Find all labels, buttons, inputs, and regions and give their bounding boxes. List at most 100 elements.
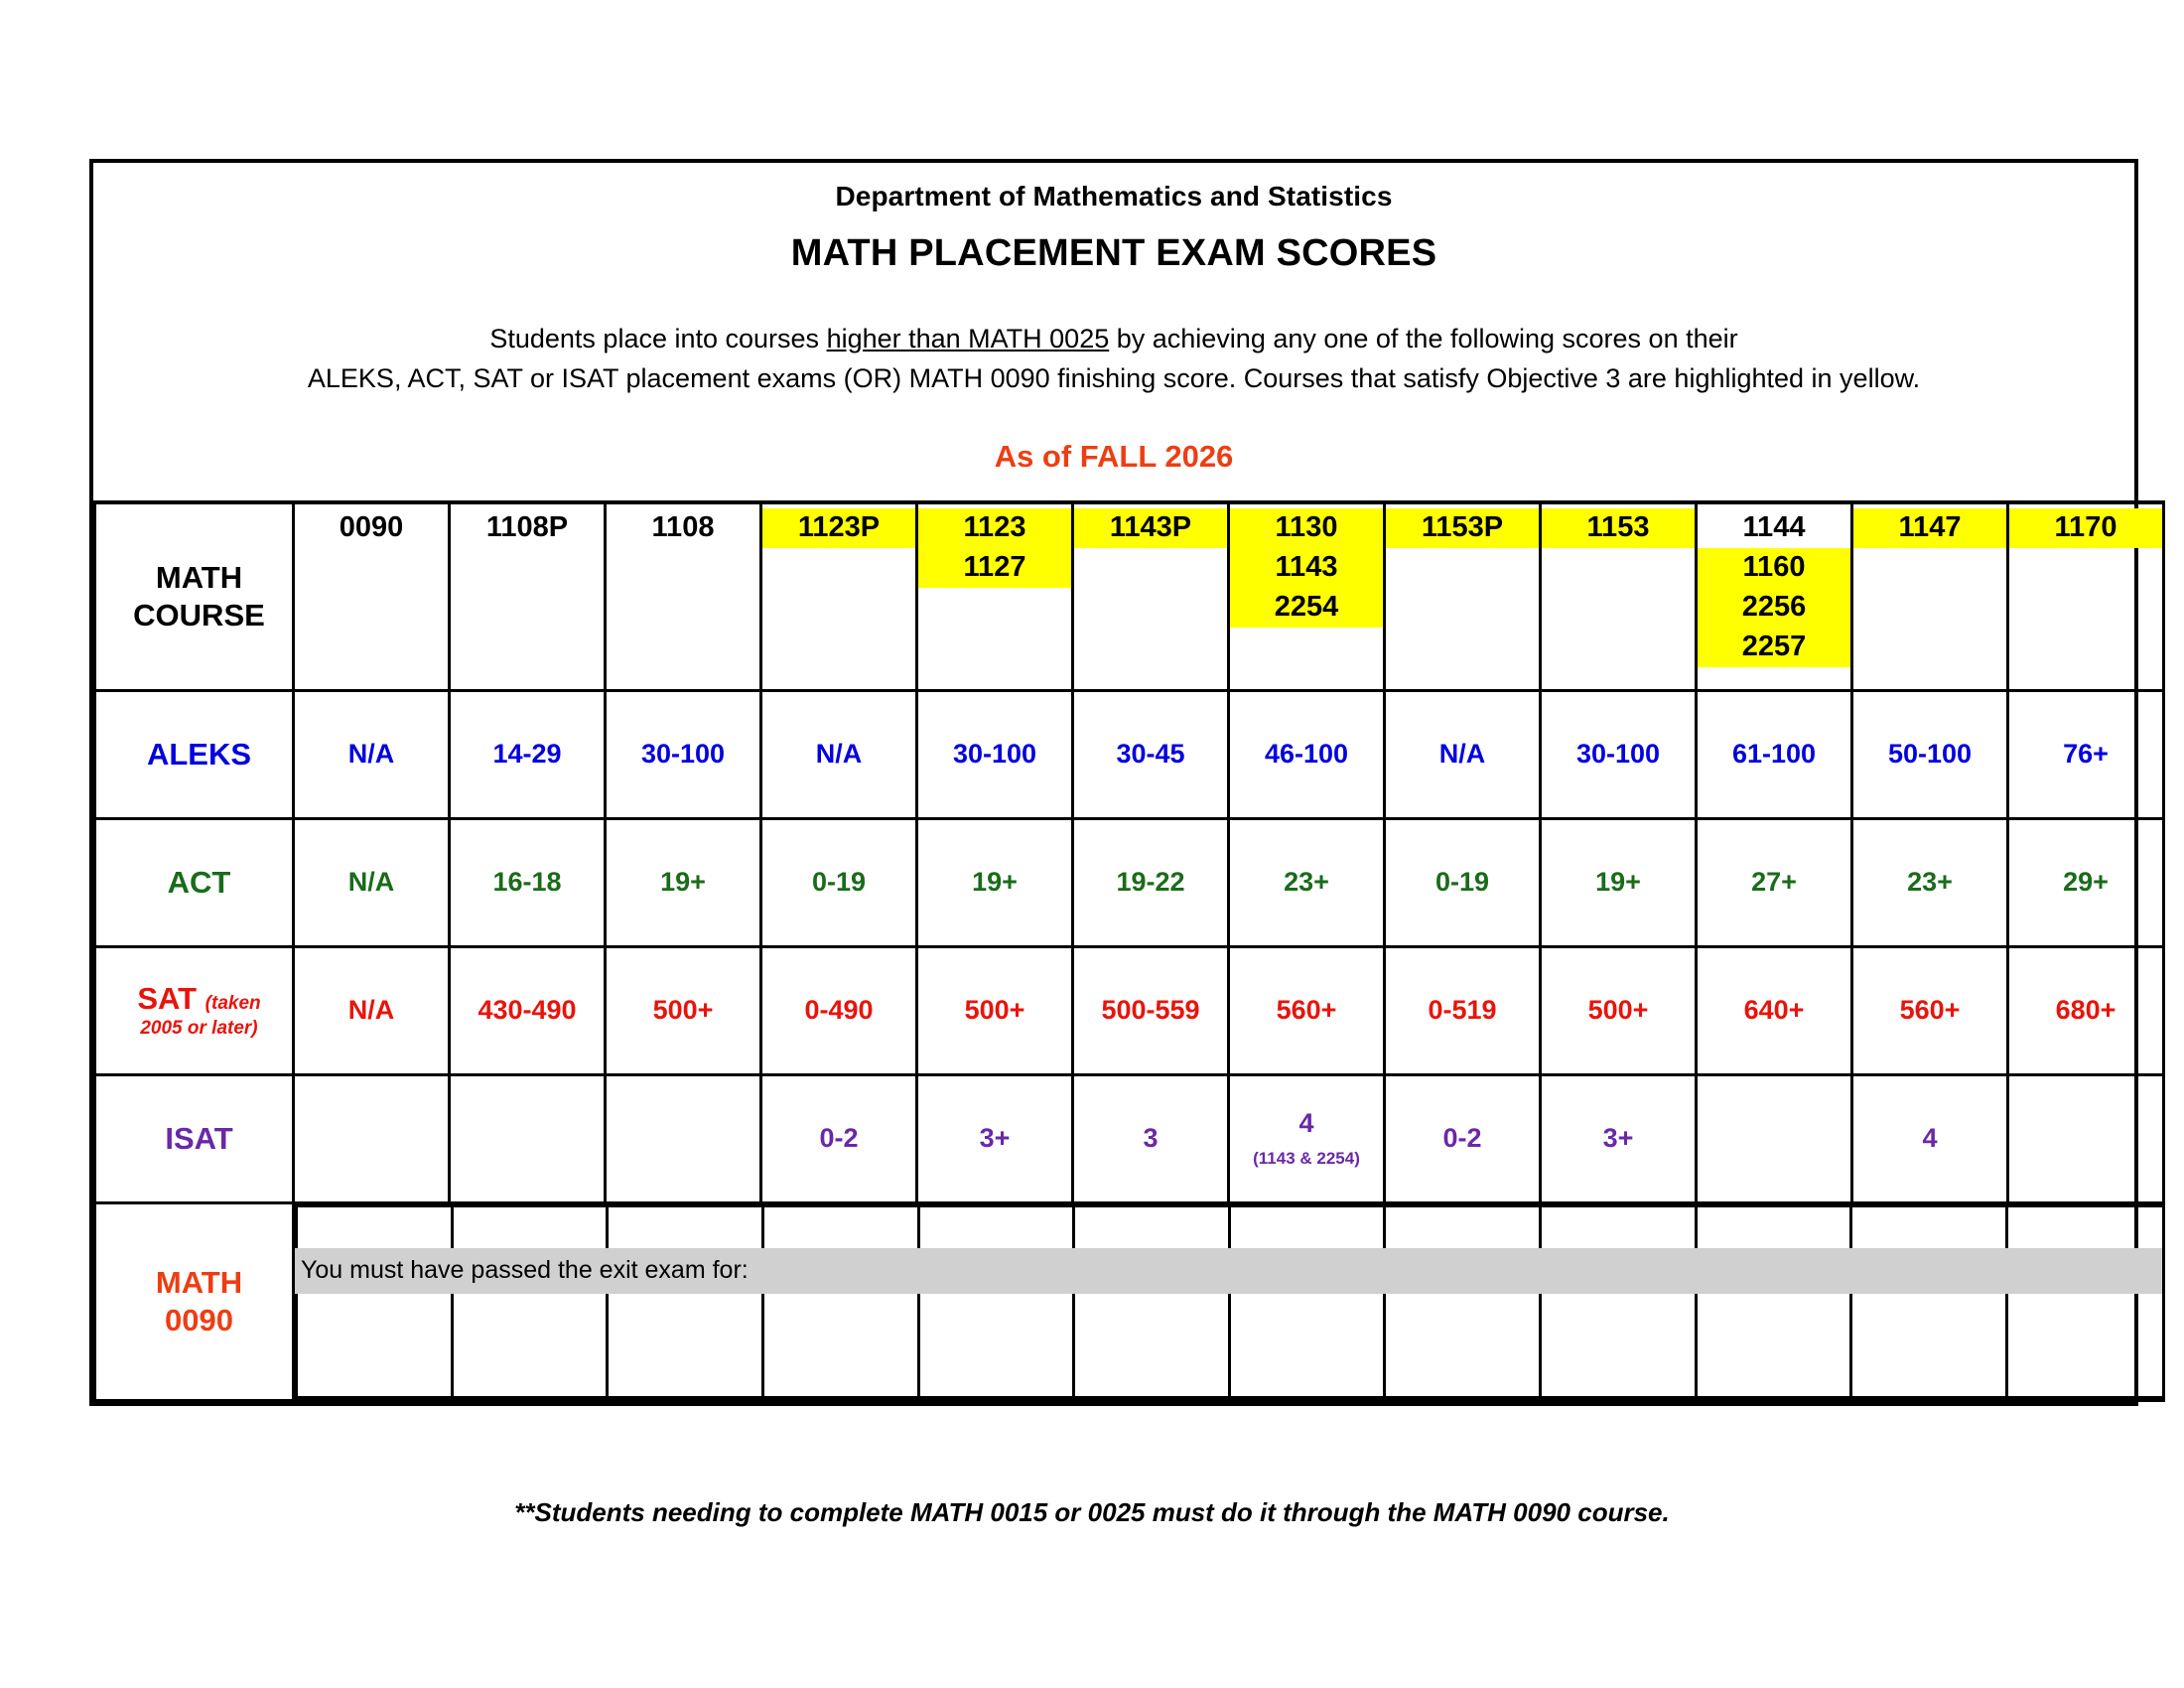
m90-cell-7: N/A bbox=[1383, 1205, 1542, 1398]
course-col-7[interactable]: 1153P bbox=[1383, 500, 1542, 692]
isat-cell-9 bbox=[1695, 1072, 1853, 1204]
course-stack-3: 1123P bbox=[763, 505, 914, 688]
footnote: **Students needing to complete MATH 0015… bbox=[514, 1497, 1670, 1527]
course-col-1[interactable]: 1108P bbox=[448, 500, 607, 692]
isat-cell-6-subnote: (1143 & 2254) bbox=[1253, 1149, 1360, 1169]
aleks-cell-5: 30-45 bbox=[1071, 688, 1230, 820]
isat-cell-6-value: 4 bbox=[1298, 1108, 1314, 1139]
course-col-4[interactable]: 1123 1127 bbox=[915, 500, 1074, 692]
math-0090-inner-table: N/A 0015 0025 N/A 0025 0025 1108 N/A 002 bbox=[296, 1205, 2161, 1398]
m90-cell-4: 0025 bbox=[916, 1205, 1076, 1398]
intro-line-2: ALEKS, ACT, SAT or ISAT placement exams … bbox=[307, 363, 1921, 394]
course-col-3[interactable]: 1123P bbox=[759, 500, 918, 692]
math-0090-values-container: N/A 0015 0025 N/A 0025 0025 1108 N/A 002 bbox=[292, 1200, 2165, 1402]
department-line: Department of Mathematics and Statistics bbox=[835, 181, 1393, 211]
course-col-2[interactable]: 1108 bbox=[604, 500, 762, 692]
course-col-11[interactable]: 1170 bbox=[2006, 500, 2165, 692]
math-0090-inner-row: N/A 0015 0025 N/A 0025 0025 1108 N/A 002 bbox=[296, 1205, 2161, 1398]
course-col-10[interactable]: 1147 bbox=[1850, 500, 2009, 692]
sat-cell-0: N/A bbox=[292, 944, 451, 1076]
sat-cell-6: 560+ bbox=[1227, 944, 1386, 1076]
row-header-sat: SAT (taken 2005 or later) bbox=[93, 944, 295, 1076]
math-course-label-line2: COURSE bbox=[133, 597, 265, 633]
course-code-9-1: 1160 bbox=[1699, 547, 1849, 588]
sat-cell-2: 500+ bbox=[604, 944, 762, 1076]
course-col-6[interactable]: 1130 1143 2254 bbox=[1227, 500, 1386, 692]
isat-cell-10: 4 bbox=[1850, 1072, 2009, 1204]
sat-cell-11: 680+ bbox=[2006, 944, 2165, 1076]
act-cell-5: 19-22 bbox=[1071, 816, 1230, 948]
course-code-4-0: 1123 bbox=[919, 507, 1070, 548]
course-col-8[interactable]: 1153 bbox=[1539, 500, 1698, 692]
aleks-cell-7: N/A bbox=[1383, 688, 1542, 820]
course-code-9-3: 2257 bbox=[1699, 627, 1849, 667]
m90-value-0: N/A bbox=[350, 1267, 398, 1298]
sat-cell-5: 500-559 bbox=[1071, 944, 1230, 1076]
m90-cell-3: N/A bbox=[760, 1205, 920, 1398]
aleks-cell-10: 50-100 bbox=[1850, 688, 2009, 820]
m90-cell-1: 0015 bbox=[450, 1205, 610, 1398]
sat-cell-1: 430-490 bbox=[448, 944, 607, 1076]
course-stack-8: 1153 bbox=[1543, 505, 1694, 688]
sat-cell-7: 0-519 bbox=[1383, 944, 1542, 1076]
sat-cell-9: 640+ bbox=[1695, 944, 1853, 1076]
isat-cell-11 bbox=[2006, 1072, 2165, 1204]
course-col-9[interactable]: 1144 1160 2256 2257 bbox=[1695, 500, 1853, 692]
intro-line-1-part-a: Students place into courses bbox=[489, 323, 827, 353]
act-cell-6: 23+ bbox=[1227, 816, 1386, 948]
m90-cell-11: 1144 bbox=[2004, 1205, 2161, 1398]
row-header-math-course: MATH COURSE bbox=[93, 500, 295, 692]
isat-cell-5: 3 bbox=[1071, 1072, 1230, 1204]
m90-cell-6: 1108 bbox=[1227, 1205, 1387, 1398]
intro-line-1-underlined: higher than MATH 0025 bbox=[826, 323, 1110, 353]
table-row-sat: SAT (taken 2005 or later) N/A 430-490 50… bbox=[93, 944, 2165, 1076]
isat-cell-2 bbox=[604, 1072, 762, 1204]
course-code-6-1: 1143 bbox=[1231, 547, 1382, 588]
course-col-0[interactable]: 0090 bbox=[292, 500, 451, 692]
sat-cell-3: 0-490 bbox=[759, 944, 918, 1076]
course-code-2-0: 1108 bbox=[651, 510, 715, 543]
table-row-act: ACT N/A 16-18 19+ 0-19 19+ 19-22 23+ 0-1… bbox=[93, 816, 2165, 948]
course-stack-2: 1108 bbox=[609, 505, 758, 688]
row-header-math-0090: MATH 0090 bbox=[93, 1200, 295, 1402]
m90-value-6: 1108 bbox=[1278, 1267, 1336, 1298]
course-code-11-0: 1170 bbox=[2010, 507, 2161, 548]
m90-value-2: 0025 bbox=[655, 1267, 716, 1298]
isat-cell-3: 0-2 bbox=[759, 1072, 918, 1204]
isat-cell-4: 3+ bbox=[915, 1072, 1074, 1204]
m90-cell-5: 0025 bbox=[1072, 1205, 1231, 1398]
row-header-isat: ISAT bbox=[93, 1072, 295, 1204]
m90-cell-0: N/A bbox=[296, 1205, 454, 1398]
aleks-cell-1: 14-29 bbox=[448, 688, 607, 820]
m90-value-1: 0015 bbox=[499, 1267, 560, 1298]
m90-value-10: 1108 bbox=[1899, 1267, 1959, 1298]
act-cell-3: 0-19 bbox=[759, 816, 918, 948]
m90-cell-2: 0025 bbox=[606, 1205, 764, 1398]
m90-cell-8: 0025 bbox=[1539, 1205, 1698, 1398]
course-code-6-0: 1130 bbox=[1231, 507, 1382, 548]
m90-value-7: N/A bbox=[1438, 1267, 1486, 1298]
act-cell-7: 0-19 bbox=[1383, 816, 1542, 948]
course-code-3-0: 1123P bbox=[763, 507, 914, 548]
m90-cell-9: 1143 bbox=[1694, 1205, 1853, 1398]
math-course-label-line1: MATH bbox=[155, 559, 243, 595]
math-0090-wrap: N/A 0015 0025 N/A 0025 0025 1108 N/A 002 bbox=[296, 1205, 2161, 1398]
course-code-6-2: 2254 bbox=[1231, 587, 1382, 628]
isat-cell-1 bbox=[448, 1072, 607, 1204]
course-col-5[interactable]: 1143P bbox=[1071, 500, 1230, 692]
row-header-act: ACT bbox=[93, 816, 295, 948]
course-code-7-0: 1153P bbox=[1387, 507, 1538, 548]
course-stack-11: 1170 bbox=[2010, 505, 2161, 688]
course-stack-10: 1147 bbox=[1854, 505, 2005, 688]
m90-value-11: 1144 bbox=[2056, 1267, 2115, 1298]
table-row-aleks: ALEKS N/A 14-29 30-100 N/A 30-100 30-45 … bbox=[93, 688, 2165, 820]
sat-cell-8: 500+ bbox=[1539, 944, 1698, 1076]
aleks-cell-0: N/A bbox=[292, 688, 451, 820]
isat-cell-6: 4 (1143 & 2254) bbox=[1227, 1072, 1386, 1204]
course-stack-6: 1130 1143 2254 bbox=[1231, 505, 1382, 688]
sat-label-main: SAT bbox=[137, 981, 198, 1017]
act-cell-4: 19+ bbox=[915, 816, 1074, 948]
aleks-cell-4: 30-100 bbox=[915, 688, 1074, 820]
aleks-cell-3: N/A bbox=[759, 688, 918, 820]
